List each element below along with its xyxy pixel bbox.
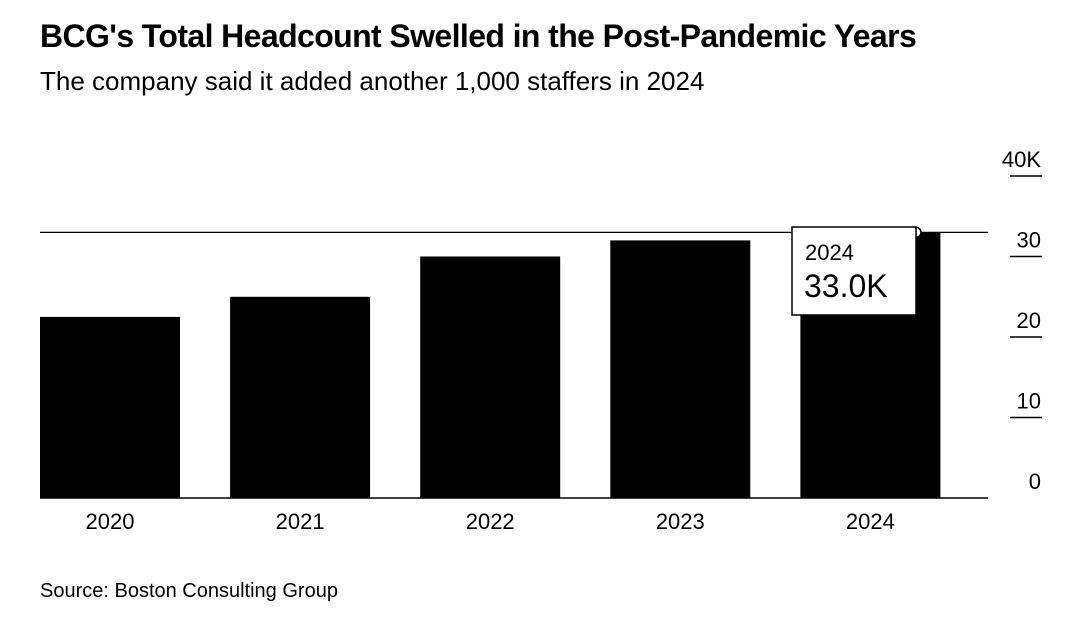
tooltip-year: 2024 bbox=[805, 240, 854, 265]
x-tick-label-2021: 2021 bbox=[276, 509, 325, 534]
chart-title: BCG's Total Headcount Swelled in the Pos… bbox=[40, 18, 917, 54]
tooltip-box bbox=[791, 226, 917, 316]
y-tick-label-20: 20 bbox=[1017, 308, 1041, 333]
bar-2020 bbox=[40, 316, 180, 498]
x-tick-label-2022: 2022 bbox=[466, 509, 515, 534]
y-tick-label-30: 30 bbox=[1017, 228, 1041, 253]
y-tick-label-0: 0 bbox=[1029, 469, 1041, 494]
bar-2023 bbox=[610, 240, 751, 498]
data-tooltip: 2024 33.0K bbox=[791, 226, 917, 316]
tooltip-value: 33.0K bbox=[804, 268, 888, 304]
y-tick-label-10: 10 bbox=[1017, 389, 1041, 414]
bar-2022 bbox=[420, 256, 561, 498]
x-tick-label-2023: 2023 bbox=[656, 509, 705, 534]
chart-subtitle: The company said it added another 1,000 … bbox=[40, 66, 705, 96]
x-tick-label-2020: 2020 bbox=[86, 509, 135, 534]
bar-2021 bbox=[230, 296, 371, 499]
x-tick-label-2024: 2024 bbox=[846, 509, 895, 534]
y-tick-label-40: 40K bbox=[1002, 147, 1041, 172]
source-note: Source: Boston Consulting Group bbox=[40, 580, 338, 602]
